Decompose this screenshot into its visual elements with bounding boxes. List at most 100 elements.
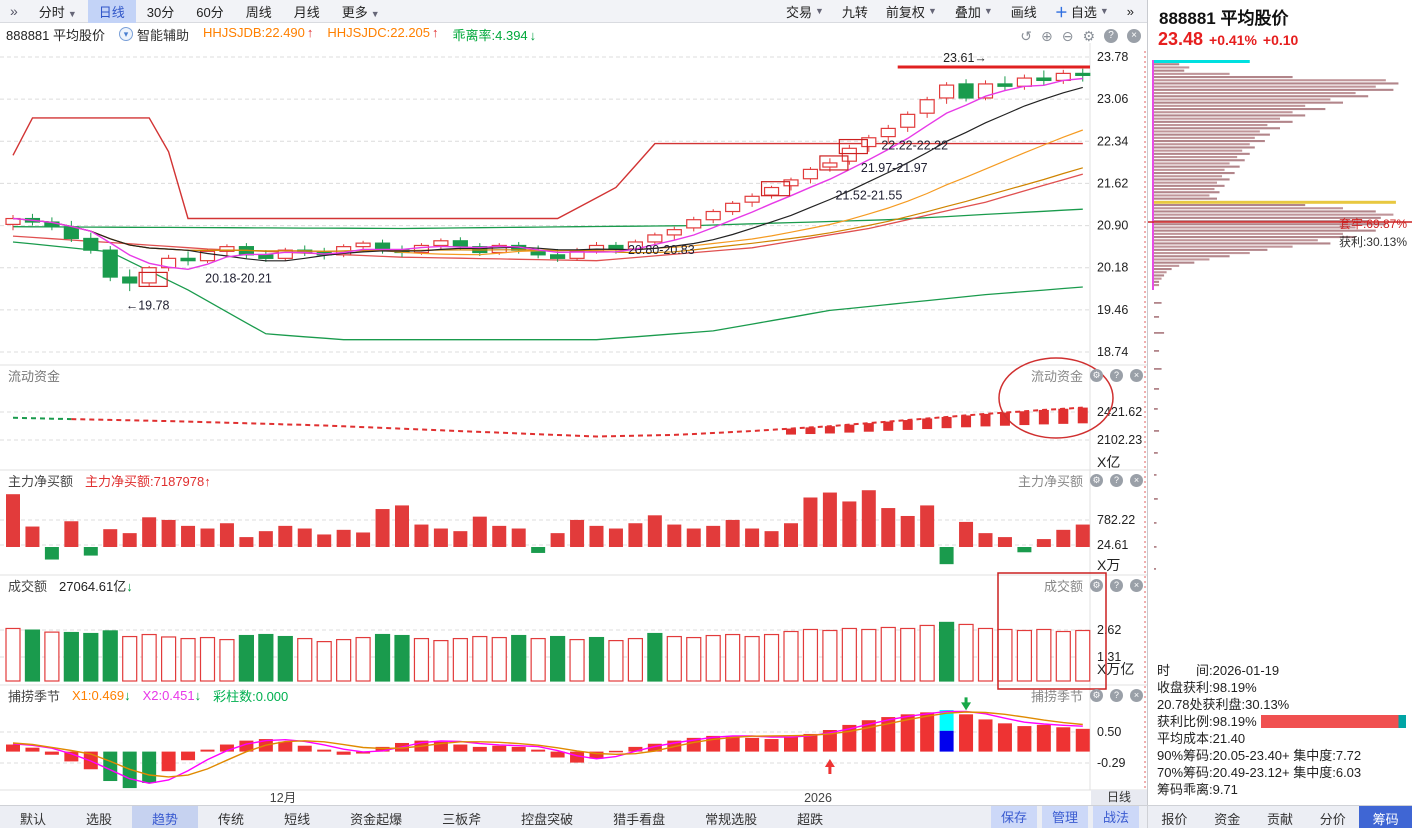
close-icon[interactable]: ×: [1130, 368, 1143, 382]
settings-icon[interactable]: ⚙: [1090, 368, 1103, 382]
toolbar-item-»[interactable]: »: [1118, 2, 1143, 21]
zhuli-panel-title-right: 主力净买额: [1017, 473, 1083, 489]
panel-tab-贡献[interactable]: 贡献: [1266, 812, 1293, 827]
toolbar-item-前复权[interactable]: 前复权 ▼: [877, 0, 946, 23]
close-icon[interactable]: ×: [1130, 473, 1143, 487]
bottom-tab-控盘突破[interactable]: 控盘突破: [521, 812, 574, 827]
svg-text:2.62: 2.62: [1097, 623, 1121, 637]
period-tab-月线[interactable]: 月线: [293, 4, 320, 20]
close-icon[interactable]: ×: [1130, 688, 1143, 702]
svg-text:23.06: 23.06: [1097, 92, 1128, 106]
period-tab-日线[interactable]: 日线: [87, 0, 136, 23]
svg-text:23.61→: 23.61→: [943, 51, 987, 65]
action-button-管理[interactable]: 管理: [1041, 806, 1088, 828]
panel-tab-资金[interactable]: 资金: [1214, 812, 1241, 827]
indicator-values: HHJSJDB:22.490 ↑ HHJSJDC:22.205 ↑ 乖离率:4.394 ↓: [203, 25, 536, 44]
bottom-tab-短线[interactable]: 短线: [284, 812, 311, 827]
chip-info-line: 20.78处获利盘:30.13%: [1157, 697, 1290, 712]
smart-assist-button[interactable]: ▾ 智能辅助: [119, 25, 189, 44]
toolbar-actions: 保存 管理 战法: [990, 806, 1147, 828]
toolbar-item-交易[interactable]: 交易 ▼: [777, 0, 833, 23]
period-tab-分时[interactable]: 分时 ▼: [38, 4, 77, 20]
svg-text:23.78: 23.78: [1097, 50, 1128, 64]
svg-text:2421.62: 2421.62: [1097, 405, 1142, 419]
main-chart-header: 888881 平均股价 ▾ 智能辅助 HHJSJDB:22.490 ↑ HHJSJD…: [6, 25, 536, 44]
settings-icon[interactable]: ⚙: [1082, 28, 1095, 44]
bottom-tab-猎手看盘[interactable]: 猎手看盘: [613, 812, 666, 827]
panel-tab-分价[interactable]: 分价: [1319, 812, 1346, 827]
zoom-in-icon[interactable]: ⊕: [1040, 28, 1053, 44]
svg-text:782.22: 782.22: [1097, 513, 1135, 527]
chevron-down-icon: ▼: [370, 8, 380, 19]
chevron-down-icon: ▼: [1099, 6, 1109, 16]
toolbar-item-label: 九转: [841, 4, 868, 20]
bottom-tab-选股[interactable]: 选股: [86, 812, 113, 827]
toolbar-item-label: 画线: [1010, 4, 1037, 20]
svg-text:21.97-21.97: 21.97-21.97: [861, 161, 928, 175]
bottom-tab-传统[interactable]: 传统: [218, 812, 245, 827]
indicator-value: 乖离率:4.394 ↓: [453, 25, 537, 44]
help-icon[interactable]: ?: [1110, 688, 1123, 702]
close-icon[interactable]: ×: [1127, 29, 1141, 43]
period-tab-60分[interactable]: 60分: [196, 4, 224, 20]
panel-tab-报价[interactable]: 报价: [1161, 812, 1188, 827]
up-arrow-icon: ↑: [306, 24, 314, 40]
flow-panel-title: 流动资金: [8, 368, 61, 384]
settings-icon[interactable]: ⚙: [1090, 688, 1103, 702]
zoom-out-icon[interactable]: ⊖: [1061, 28, 1074, 44]
kline-chart-canvas[interactable]: 23.78 23.06 22.34 21.62 20.90 20.18 19.46 18.74…: [0, 23, 1147, 805]
period-badge[interactable]: 日线: [1091, 790, 1147, 805]
toolbar-item-label: 交易: [785, 4, 812, 20]
toolbar-item-九转[interactable]: 九转: [833, 0, 877, 23]
chip-info-line: 获利比例:98.19%: [1157, 713, 1409, 730]
bottom-tab-趋势[interactable]: 趋势: [132, 806, 199, 828]
close-icon[interactable]: ×: [1130, 578, 1143, 592]
help-icon[interactable]: ?: [1110, 368, 1123, 382]
chip-info-line: 筹码乖离:9.71: [1157, 782, 1238, 797]
period-tab-30分[interactable]: 30分: [146, 4, 175, 20]
toolbar-item-画线[interactable]: 画线: [1002, 0, 1046, 23]
change-percent: +0.41%: [1209, 32, 1257, 48]
svg-text:20.90: 20.90: [1097, 219, 1128, 233]
toolbar-item-label: »: [1126, 3, 1134, 19]
chip-info-line: 70%筹码:20.49-23.12+ 集中度:6.03: [1157, 765, 1362, 780]
bottom-tab-常规选股[interactable]: 常规选股: [705, 812, 758, 827]
svg-text:X万: X万: [1097, 557, 1120, 573]
period-tab-周线[interactable]: 周线: [245, 4, 272, 20]
svg-text:18.74: 18.74: [1097, 345, 1128, 359]
help-icon[interactable]: ?: [1110, 578, 1123, 592]
bottom-tab-三板斧[interactable]: 三板斧: [442, 812, 482, 827]
zhuli-value: 主力净买额:7187978↑: [85, 473, 211, 489]
zhuli-panel-header: 主力净买额 主力净买额:7187978↑ 主力净买额 ⚙ ? ×: [8, 472, 1143, 489]
bolao-panel-header: 捕捞季节 X1:0.469↓ X2:0.451↓ 彩柱数:0.000 捕捞季节 …: [8, 687, 1143, 704]
svg-text:24.61: 24.61: [1097, 538, 1128, 552]
chip-info-line: 平均成本:21.40: [1157, 731, 1246, 746]
action-button-保存[interactable]: 保存: [990, 806, 1037, 828]
bottom-tab-超跌[interactable]: 超跌: [797, 812, 824, 827]
bolao-panel-title: 捕捞季节: [8, 688, 61, 704]
svg-text:X亿: X亿: [1097, 454, 1120, 470]
profit-ratio-label: 获利:30.13%: [1338, 235, 1407, 249]
stock-code-name: 888881 平均股价: [1159, 9, 1289, 28]
toolbar-item-叠加[interactable]: 叠加 ▼: [946, 0, 1002, 23]
help-icon[interactable]: ?: [1110, 473, 1123, 487]
bottom-tab-资金起爆[interactable]: 资金起爆: [350, 812, 403, 827]
settings-icon[interactable]: ⚙: [1090, 473, 1103, 487]
chevron-down-circle-icon: ▾: [119, 27, 133, 41]
chip-distribution-chart[interactable]: [1148, 58, 1412, 660]
period-tab-更多[interactable]: 更多 ▼: [341, 4, 380, 20]
trapped-ratio-label: 套牢:69.87%: [1338, 217, 1407, 231]
change-amount: +0.10: [1262, 32, 1299, 48]
svg-text:22.34: 22.34: [1097, 134, 1128, 148]
smart-assist-label: 智能辅助: [137, 27, 190, 43]
toolbar-item-自选[interactable]: ＋自选 ▼: [1046, 0, 1118, 23]
undo-icon[interactable]: ↺: [1020, 28, 1032, 44]
collapse-chevrons-icon[interactable]: »: [10, 3, 18, 19]
settings-icon[interactable]: ⚙: [1090, 578, 1103, 592]
bottom-tab-默认[interactable]: 默认: [20, 812, 47, 827]
chevron-down-icon: ▼: [927, 6, 937, 16]
panel-tab-筹码[interactable]: 筹码: [1359, 806, 1412, 828]
help-icon[interactable]: ?: [1104, 29, 1118, 43]
action-button-战法[interactable]: 战法: [1092, 806, 1139, 828]
